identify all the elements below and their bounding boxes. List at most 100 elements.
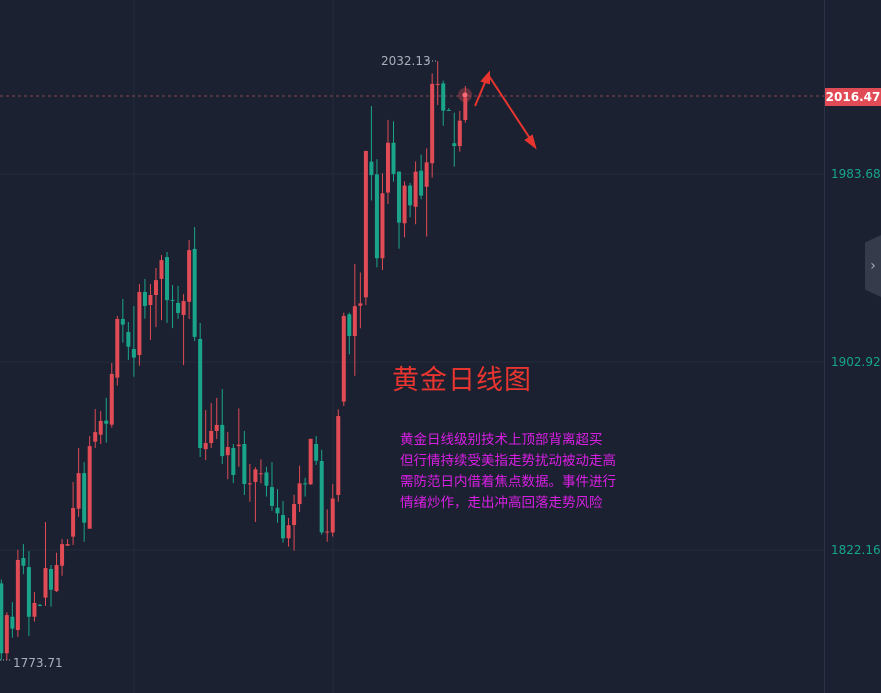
candle-body xyxy=(264,472,269,486)
candle-body xyxy=(430,83,435,164)
candle xyxy=(391,121,396,182)
candle xyxy=(71,481,76,546)
candle-body xyxy=(380,193,385,259)
candle-body xyxy=(109,373,114,425)
candle-body xyxy=(137,291,142,356)
last-price-dot xyxy=(462,92,468,98)
annotation-line: 情绪炒作，走出冲高回落走势风险 xyxy=(400,495,603,511)
candle xyxy=(115,315,120,386)
candle xyxy=(352,264,357,376)
candle-body xyxy=(82,473,87,523)
candle-body xyxy=(71,508,76,537)
candle-body xyxy=(126,332,131,347)
candle xyxy=(303,477,308,497)
candle xyxy=(452,112,457,167)
candle-body xyxy=(374,174,379,259)
candle xyxy=(275,489,280,523)
candle-body xyxy=(153,280,158,296)
candle-body xyxy=(408,185,413,206)
candle-body xyxy=(10,616,15,629)
candle-body xyxy=(4,615,9,654)
candle xyxy=(65,538,70,546)
candle xyxy=(137,284,142,366)
candle xyxy=(269,462,274,511)
candle-body xyxy=(247,483,252,485)
chevron-right-icon: › xyxy=(870,258,876,274)
candle xyxy=(297,465,302,512)
candle xyxy=(424,148,429,237)
candle-body xyxy=(253,469,258,482)
candle xyxy=(76,447,81,517)
candle-body xyxy=(225,447,230,456)
candle xyxy=(142,278,147,319)
candle-body xyxy=(341,315,346,402)
candle xyxy=(457,110,462,152)
candle xyxy=(176,285,181,319)
candle-body xyxy=(231,447,236,475)
candle xyxy=(385,119,390,204)
candle-body xyxy=(65,544,70,546)
candle xyxy=(402,181,407,238)
candle-body xyxy=(203,443,208,450)
candle xyxy=(170,284,175,329)
candle-body xyxy=(446,109,451,111)
candle-body xyxy=(54,565,59,592)
candle-body xyxy=(402,185,407,224)
candle-body xyxy=(159,260,164,279)
side-panel-toggle[interactable]: › xyxy=(865,235,881,297)
candle xyxy=(198,322,203,458)
candle xyxy=(258,459,263,484)
candle-body xyxy=(269,487,274,506)
annotation-title: 黄金日线图 xyxy=(392,365,532,396)
candle xyxy=(98,410,103,444)
candle-body xyxy=(330,498,335,533)
candle xyxy=(126,322,131,360)
candle xyxy=(380,173,385,271)
candle xyxy=(347,312,352,355)
candle xyxy=(363,150,368,306)
candle-body xyxy=(363,150,368,298)
candle-body xyxy=(314,443,319,461)
candle-body xyxy=(463,97,468,120)
candle xyxy=(203,410,208,461)
candle-body xyxy=(385,142,390,193)
candle xyxy=(441,80,446,126)
candle xyxy=(369,105,374,201)
candle xyxy=(231,443,236,484)
candle xyxy=(165,251,170,323)
candle-body xyxy=(236,444,241,447)
candle-body xyxy=(187,250,192,302)
candle xyxy=(358,272,363,329)
candle xyxy=(325,509,330,542)
candle xyxy=(430,73,435,178)
arrow-up-icon xyxy=(474,70,490,107)
candle-body xyxy=(49,568,54,590)
candle-body xyxy=(336,416,341,495)
candle-body xyxy=(297,483,302,505)
candle xyxy=(336,409,341,502)
candle-body xyxy=(32,602,37,617)
y-tick-label: 1822.16 xyxy=(831,543,881,557)
candle xyxy=(60,538,65,576)
candle xyxy=(120,298,125,343)
y-tick-label: 1902.92 xyxy=(831,355,881,369)
candle-body xyxy=(76,473,81,509)
candle xyxy=(220,389,225,465)
candle-body xyxy=(176,302,181,313)
candle xyxy=(54,552,59,593)
candle xyxy=(214,397,219,440)
candle-body xyxy=(258,473,263,475)
candle xyxy=(181,294,186,366)
candle-body xyxy=(37,604,42,606)
candle-body xyxy=(104,420,109,424)
candle-body xyxy=(391,142,396,174)
candle xyxy=(93,409,98,448)
candle-body xyxy=(441,83,446,111)
candle-body xyxy=(325,531,330,533)
candle xyxy=(253,467,258,522)
candle xyxy=(15,549,20,637)
candle-body xyxy=(419,170,424,196)
candle-body xyxy=(413,171,418,207)
candle-body xyxy=(209,430,214,444)
candle-body xyxy=(15,559,20,630)
